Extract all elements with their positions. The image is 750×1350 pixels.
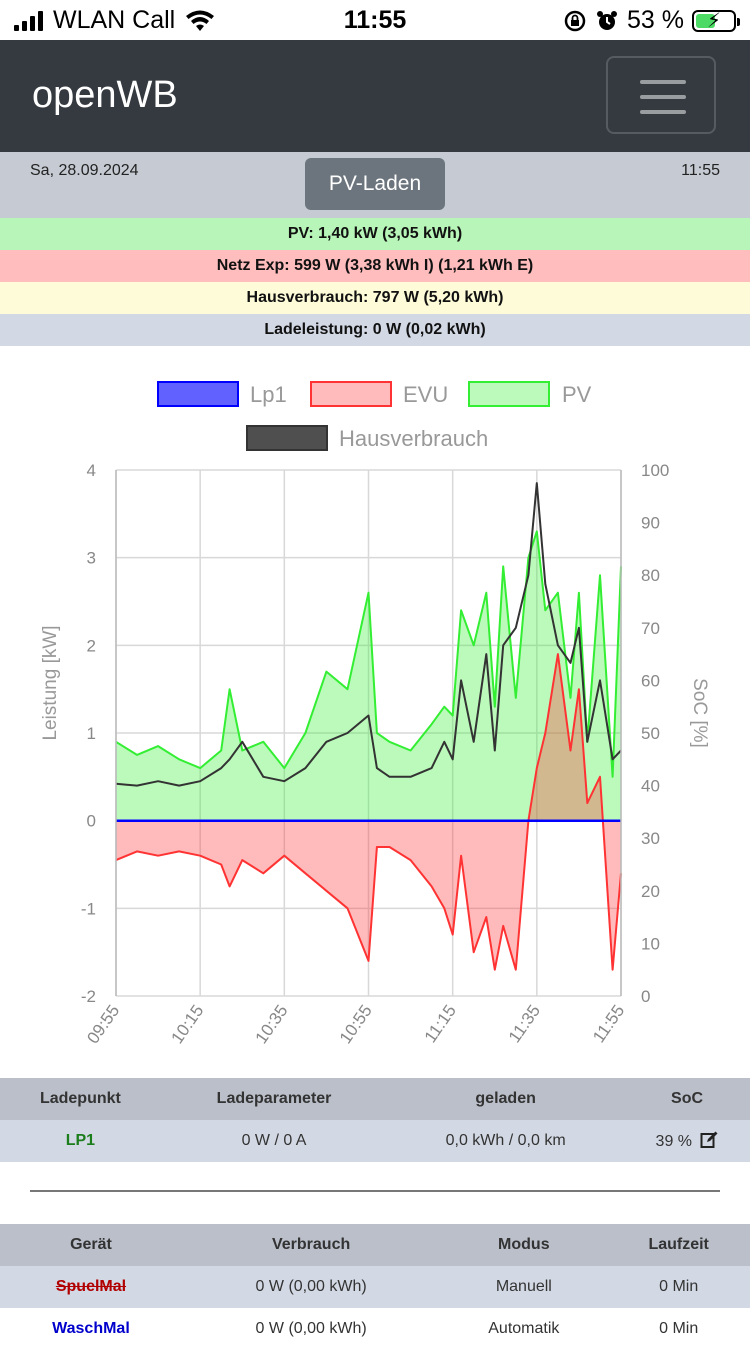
charged-value: 0,0 kWh / 0,0 km [387,1120,625,1162]
y-tick-label: 2 [87,636,96,655]
edit-icon[interactable] [700,1131,718,1149]
x-tick-label: 11:35 [505,1001,544,1046]
column-header: SoC [624,1078,750,1120]
column-header: geladen [387,1078,625,1120]
series-line-evu [115,653,622,971]
y-tick-label: -1 [81,899,96,918]
brand-logo[interactable]: openWB [32,74,178,116]
table-row: WaschMal 0 W (0,00 kWh) Automatik 0 Min [0,1308,750,1350]
y2-tick-label: 70 [641,619,660,638]
device-name[interactable]: WaschMal [0,1308,182,1350]
column-header: Ladepunkt [0,1078,161,1120]
status-left: WLAN Call [14,6,215,35]
table-row: LP1 0 W / 0 A 0,0 kWh / 0,0 km 39 % [0,1120,750,1162]
y-axis-label: Leistung [kW] [40,625,61,740]
ios-status-bar: WLAN Call 11:55 53 % ⚡ [0,0,750,40]
y-tick-label: 4 [87,461,96,480]
navbar: openWB [0,40,750,152]
status-time: 11:55 [343,6,407,34]
battery-percent: 53 % [627,6,684,34]
battery-charging-icon: ⚡ [692,9,740,32]
series-area-evu [116,654,621,970]
x-tick-label: 10:55 [336,1001,376,1047]
charge-status: Ladeleistung: 0 W (0,02 kWh) [0,314,750,346]
x-tick-label: 11:55 [589,1001,628,1046]
legend-label: Hausverbrauch [339,426,488,451]
x-tick-label: 09:55 [83,1001,123,1047]
y-tick-label: 0 [87,812,96,831]
device-runtime: 0 Min [607,1266,750,1308]
y2-axis-label: SoC [%] [689,678,710,748]
legend-label: Lp1 [250,382,287,407]
alarm-icon [597,10,618,30]
signal-icon [14,10,43,31]
device-usage: 0 W (0,00 kWh) [181,1308,441,1350]
y2-tick-label: 50 [641,724,660,743]
power-chart: Lp1 EVU PVHausverbrauch43210-1-21009080706… [40,381,710,1047]
grid-status: Netz Exp: 599 W (3,38 kWh I) (1,21 kWh E… [0,250,750,282]
carrier-label: WLAN Call [53,6,176,34]
x-tick-label: 11:15 [421,1001,460,1046]
pv-status: PV: 1,40 kW (3,05 kWh) [0,218,750,250]
y2-tick-label: 10 [641,934,660,953]
y-tick-label: 1 [87,724,96,743]
status-right: 53 % ⚡ [563,6,740,35]
x-tick-label: 10:35 [252,1001,292,1047]
device-mode[interactable]: Automatik [440,1308,608,1350]
device-runtime: 0 Min [607,1308,750,1350]
info-bar: Sa, 28.09.2024 PV-Laden 11:55 [0,152,750,218]
x-tick-label: 10:15 [167,1001,207,1047]
y2-tick-label: 100 [641,461,669,480]
device-name[interactable]: SpuelMal [0,1266,182,1308]
column-header: Gerät [0,1224,182,1266]
legend-swatch [246,425,328,451]
section-divider [30,1190,720,1192]
ladepunkt-table: Ladepunkt Ladeparameter geladen SoC LP1 … [0,1078,750,1162]
column-header: Modus [440,1224,608,1266]
y2-tick-label: 60 [641,671,660,690]
legend-swatch [468,381,550,407]
legend-swatch [157,381,239,407]
y2-tick-label: 90 [641,514,660,533]
wifi-icon [186,10,215,31]
time-label: 11:55 [681,162,720,179]
series-line-hausverbrauch [115,482,622,787]
charge-mode-button[interactable]: PV-Laden [305,158,445,210]
house-status: Hausverbrauch: 797 W (5,20 kWh) [0,282,750,314]
column-header: Laufzeit [607,1224,750,1266]
y2-tick-label: 40 [641,777,660,796]
legend-label: PV [562,382,592,407]
ladepunkt-name[interactable]: LP1 [0,1120,161,1162]
date-label: Sa, 28.09.2024 [30,162,139,179]
orientation-lock-icon [564,10,586,31]
geraete-table: Gerät Verbrauch Modus Laufzeit SpuelMal … [0,1224,750,1350]
y-tick-label: 3 [87,549,96,568]
y2-tick-label: 30 [641,829,660,848]
legend-label: EVU [403,382,448,407]
soc-cell: 39 % [624,1120,750,1162]
soc-value: 39 % [655,1133,693,1150]
series-line-pv [115,530,622,778]
ladeparameter-value: 0 W / 0 A [160,1120,388,1162]
column-header: Verbrauch [181,1224,441,1266]
menu-toggle-button[interactable] [606,56,716,134]
table-row: SpuelMal 0 W (0,00 kWh) Manuell 0 Min [0,1266,750,1308]
y2-tick-label: 0 [641,987,650,1006]
y2-tick-label: 80 [641,566,660,585]
device-usage: 0 W (0,00 kWh) [181,1266,441,1308]
column-header: Ladeparameter [160,1078,388,1120]
hamburger-icon [640,80,686,84]
y2-tick-label: 20 [641,882,660,901]
device-mode[interactable]: Manuell [440,1266,608,1308]
legend-swatch [310,381,392,407]
y-tick-label: -2 [81,987,96,1006]
